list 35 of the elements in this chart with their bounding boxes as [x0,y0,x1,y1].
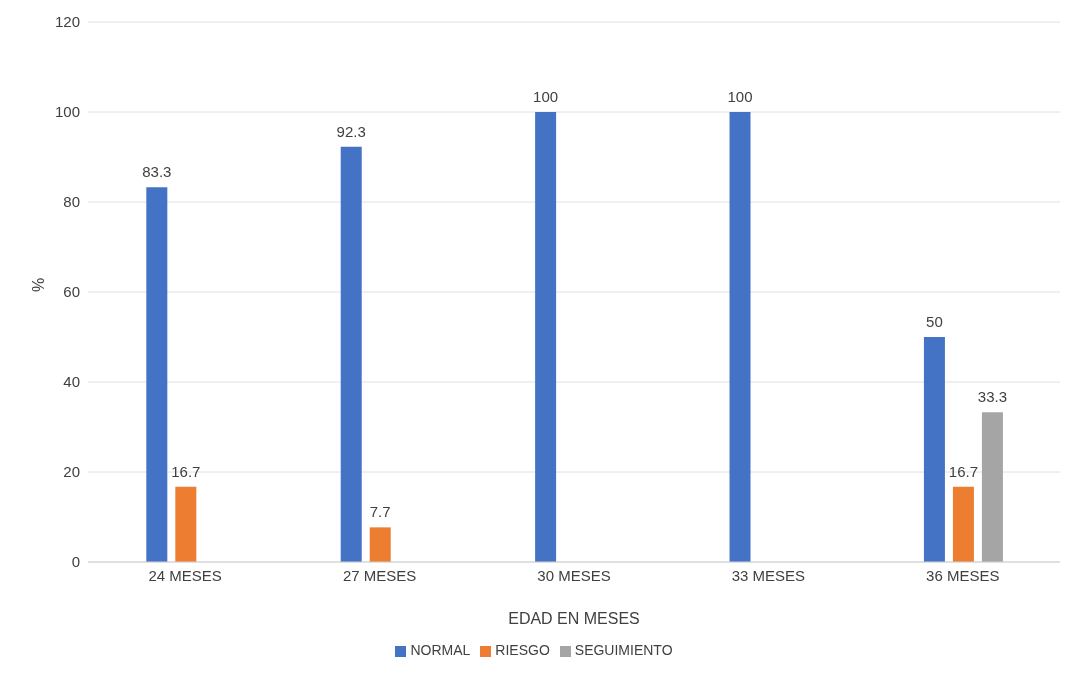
y-tick-label: 100 [54,103,80,121]
y-tick-label: 0 [71,553,80,571]
legend-label: RIESGO [495,642,550,658]
x-tick-label: 27 MESES [342,566,417,584]
bar [369,527,391,562]
bar [952,486,974,562]
bar [340,146,362,562]
data-label: 100 [727,88,753,105]
data-label: 16.7 [948,462,979,480]
x-tick-label: 30 MESES [537,566,611,584]
bar [535,112,557,562]
y-tick-label: 60 [63,283,80,301]
y-axis-title: % [29,277,47,292]
bar [146,187,168,562]
x-tick-label: 33 MESES [731,566,806,584]
data-label: 92.3 [336,122,366,140]
y-tick-label: 40 [63,373,80,391]
bar [923,337,945,562]
x-tick-label: 36 MESES [926,566,1000,584]
data-label: 50 [926,313,943,330]
data-label: 33.3 [977,388,1008,406]
x-axis-title: EDAD EN MESES [508,610,640,627]
bar [175,486,197,562]
y-tick-label: 120 [54,13,80,31]
legend-label: NORMAL [410,642,471,658]
y-tick-label: 20 [63,463,80,481]
bar [981,412,1003,562]
data-label: 83.3 [142,163,172,181]
y-tick-label: 80 [63,193,80,211]
x-tick-label: 24 MESES [148,566,222,584]
legend-label: SEGUIMIENTO [574,642,673,658]
data-label: 7.7 [369,503,391,521]
bar [729,112,751,562]
data-label: 16.7 [171,462,201,480]
data-label: 100 [533,88,559,105]
